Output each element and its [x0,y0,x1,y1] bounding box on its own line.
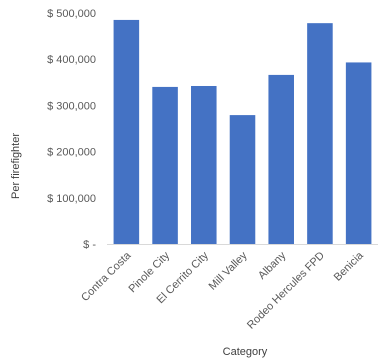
bars [113,19,372,245]
bar [307,23,333,244]
x-axis-title: Category [223,346,268,358]
x-tick-label: Albany [256,249,289,282]
y-tick-label: $ 400,000 [47,54,96,66]
y-tick-label: $ - [83,239,96,251]
x-tick-label: Benicia [332,249,367,284]
y-tick-label: $ 100,000 [47,193,96,205]
y-tick-label: $ 500,000 [47,8,96,20]
y-tick-label: $ 200,000 [47,147,96,159]
x-tick-label: Rodeo Hercules FPD [245,250,327,332]
bar [345,62,372,245]
bar [229,115,256,245]
y-axis-ticks: $ - $ 100,000 $ 200,000 $ 300,000 $ 400,000 $… [47,8,96,251]
x-tick-label: Mill Valley [207,249,250,292]
x-tick-label: Contra Costa [79,249,134,304]
y-axis-title: Per firefighter [10,133,22,199]
y-tick-label: $ 300,000 [47,100,96,112]
bar [152,86,178,244]
bar [268,74,294,245]
bar [113,19,140,245]
bar [191,85,217,244]
